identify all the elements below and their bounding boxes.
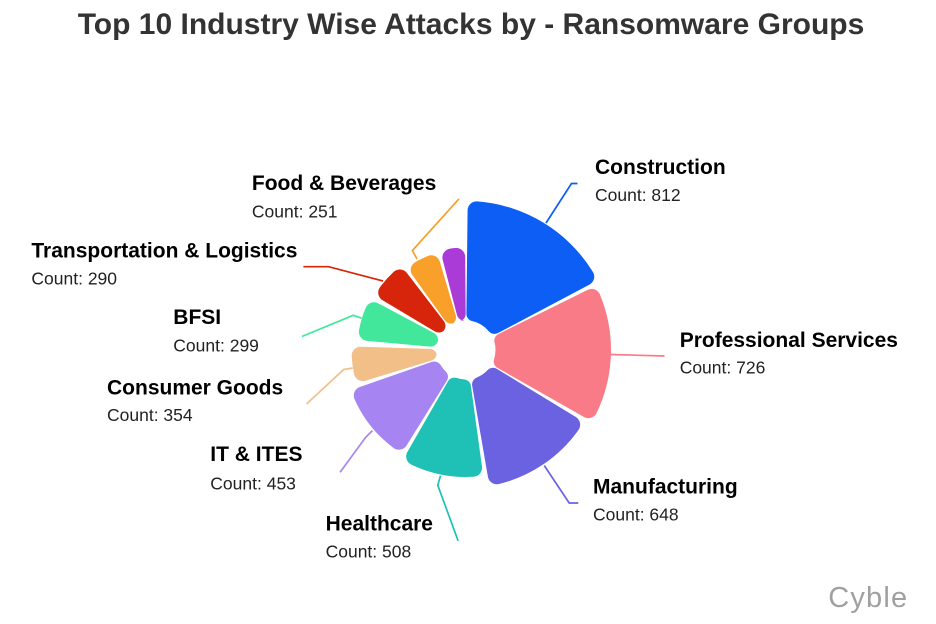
svg-text:Construction: Construction [595,156,726,179]
svg-text:Cyble: Cyble [828,582,908,614]
svg-text:Count: 812: Count: 812 [595,185,681,205]
svg-text:Healthcare: Healthcare [326,513,433,536]
svg-text:Consumer Goods: Consumer Goods [107,377,283,400]
svg-text:Top 10 Industry Wise Attacks b: Top 10 Industry Wise Attacks by - Ransom… [78,8,865,41]
svg-text:IT & ITES: IT & ITES [210,443,302,466]
svg-text:Count: 648: Count: 648 [593,504,679,524]
svg-text:Food & Beverages: Food & Beverages [252,172,436,195]
svg-text:Count: 290: Count: 290 [31,269,117,289]
svg-text:Transportation & Logistics: Transportation & Logistics [31,239,297,262]
svg-text:Count: 508: Count: 508 [326,542,412,562]
svg-text:Count: 726: Count: 726 [680,358,766,378]
svg-text:Count: 453: Count: 453 [210,473,296,493]
svg-text:Count: 251: Count: 251 [252,202,338,222]
svg-text:Professional Services: Professional Services [680,329,898,352]
svg-text:Count: 299: Count: 299 [173,335,259,355]
svg-text:Manufacturing: Manufacturing [593,476,738,499]
svg-text:Count: 354: Count: 354 [107,405,193,425]
svg-text:BFSI: BFSI [173,306,221,329]
